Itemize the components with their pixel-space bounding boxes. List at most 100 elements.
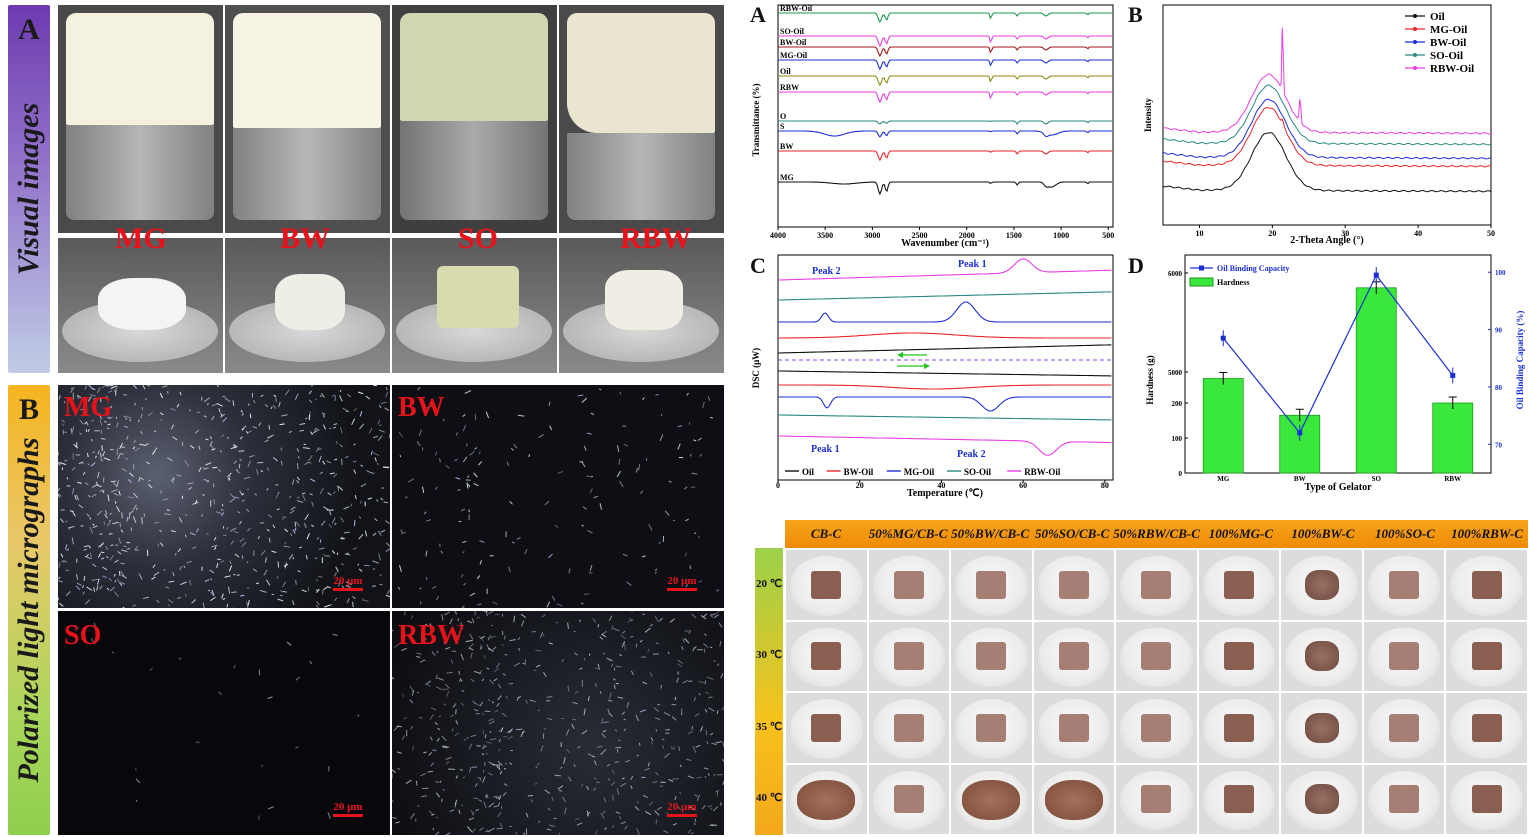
crystal-speck xyxy=(138,573,143,580)
crystal-speck xyxy=(71,537,74,545)
crystal-speck xyxy=(100,458,104,462)
crystal-speck xyxy=(184,460,190,467)
crystal-speck xyxy=(321,392,325,398)
crystal-speck xyxy=(372,585,376,587)
crystal-speck xyxy=(472,811,475,816)
crystal-speck xyxy=(288,430,293,434)
crystal-speck xyxy=(702,804,706,810)
crystal-speck xyxy=(86,513,90,517)
crystal-speck xyxy=(132,604,136,607)
crystal-speck xyxy=(696,776,702,779)
crystal-speck xyxy=(482,776,486,784)
crystal-speck xyxy=(357,714,360,717)
crystal-speck xyxy=(611,769,615,775)
crystal-speck xyxy=(410,725,413,730)
crystal-speck xyxy=(473,483,479,487)
crystal-speck xyxy=(116,422,119,428)
crystal-speck xyxy=(579,461,584,463)
crystal-speck xyxy=(587,753,594,758)
crystal-speck xyxy=(493,678,498,682)
crystal-speck xyxy=(296,480,300,484)
crystal-speck xyxy=(442,745,450,748)
crystal-speck xyxy=(407,478,415,483)
xrd-legend-marker xyxy=(1413,14,1417,18)
crystal-speck xyxy=(672,822,677,826)
crystal-speck xyxy=(498,763,501,769)
crystal-speck xyxy=(571,723,575,730)
crystal-speck xyxy=(372,560,379,564)
ftir-curve xyxy=(778,120,1113,125)
crystal-speck xyxy=(116,480,119,487)
crystal-speck xyxy=(183,565,186,568)
crystal-speck xyxy=(652,781,658,784)
crystal-speck xyxy=(305,417,308,420)
crystal-speck xyxy=(294,393,299,400)
crystal-speck xyxy=(589,564,593,572)
crystal-speck xyxy=(246,527,251,532)
crystal-speck xyxy=(218,408,221,413)
crystal-speck xyxy=(339,395,343,402)
dsc-curve xyxy=(778,370,1112,377)
crystal-speck xyxy=(659,617,663,622)
crystal-speck xyxy=(625,759,631,763)
crystal-speck xyxy=(443,641,446,645)
crystal-speck xyxy=(322,588,324,595)
crystal-speck xyxy=(341,563,344,566)
grid-row-headers: 20 ℃ 30 ℃ 35 ℃ 40 ℃ xyxy=(755,548,783,835)
crystal-speck xyxy=(329,510,332,516)
crystal-speck xyxy=(229,560,232,565)
crystal-speck xyxy=(94,455,97,459)
crystal-speck xyxy=(455,477,461,480)
crystal-speck xyxy=(462,456,468,463)
ftir-tick-label: 500 xyxy=(1102,231,1114,240)
crystal-speck xyxy=(240,594,245,597)
crystal-speck xyxy=(232,400,235,407)
crystal-speck xyxy=(449,809,455,812)
crystal-speck xyxy=(364,599,369,602)
crystal-speck xyxy=(689,565,692,570)
crystal-speck xyxy=(630,670,634,676)
crystal-speck xyxy=(154,430,157,432)
crystal-speck xyxy=(107,417,112,419)
crystal-speck xyxy=(109,555,114,561)
chocolate-sample xyxy=(893,713,924,742)
crystal-speck xyxy=(198,467,202,472)
crystal-speck xyxy=(334,522,337,526)
crystal-speck xyxy=(268,425,271,430)
crystal-speck xyxy=(573,630,576,633)
crystal-speck xyxy=(547,717,553,721)
crystal-speck xyxy=(58,394,61,400)
crystal-speck xyxy=(470,734,477,738)
chocolate-sample xyxy=(893,570,924,599)
micro-label-mg: MG xyxy=(64,392,113,423)
crystal-speck xyxy=(463,583,466,586)
crystal-speck xyxy=(84,555,92,560)
crystal-speck xyxy=(352,595,356,600)
label-mg: MG xyxy=(115,222,167,255)
crystal-speck xyxy=(497,684,502,689)
crystal-speck xyxy=(92,388,96,391)
crystal-speck xyxy=(93,622,97,628)
xrd-legend-marker xyxy=(1413,66,1417,70)
crystal-speck xyxy=(549,824,556,828)
ftir-curve xyxy=(778,59,1113,71)
crystal-speck xyxy=(425,550,428,557)
crystal-speck xyxy=(549,425,553,431)
crystal-speck xyxy=(428,751,433,756)
crystal-speck xyxy=(457,635,460,640)
crystal-speck xyxy=(679,764,682,768)
crystal-speck xyxy=(110,385,117,390)
crystal-speck xyxy=(76,573,79,580)
crystal-speck xyxy=(473,670,481,674)
crystal-speck xyxy=(97,543,104,548)
crystal-speck xyxy=(676,677,679,683)
crystal-speck xyxy=(140,413,143,419)
crystal-speck xyxy=(204,579,210,582)
crystal-speck xyxy=(399,454,402,458)
crystal-speck xyxy=(551,595,556,601)
crystal-speck xyxy=(247,460,251,467)
crystal-speck xyxy=(147,385,151,387)
dsc-curve xyxy=(778,258,1112,281)
crystal-speck xyxy=(282,516,284,520)
crystal-speck xyxy=(543,727,547,730)
